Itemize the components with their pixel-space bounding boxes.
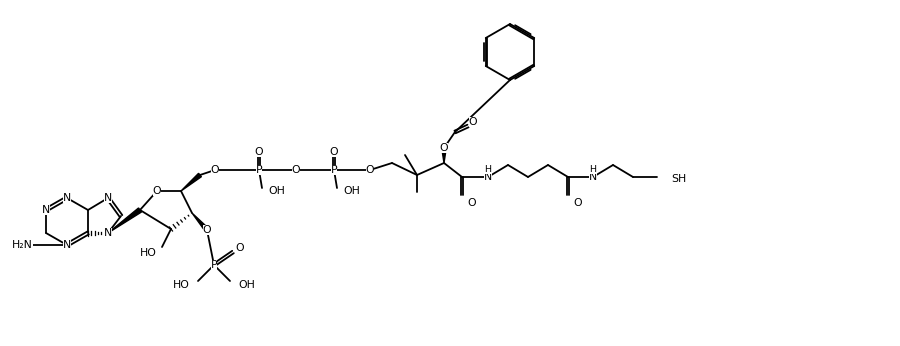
Text: N: N bbox=[104, 193, 112, 203]
Text: N: N bbox=[63, 193, 71, 203]
Text: O: O bbox=[153, 186, 161, 196]
Text: O: O bbox=[469, 117, 477, 127]
Text: N: N bbox=[589, 172, 597, 182]
Text: O: O bbox=[202, 225, 211, 235]
Text: HO: HO bbox=[173, 280, 190, 290]
Text: OH: OH bbox=[238, 280, 255, 290]
Polygon shape bbox=[108, 208, 141, 233]
Text: H: H bbox=[590, 164, 597, 173]
Text: H₂N: H₂N bbox=[12, 240, 32, 250]
Text: N: N bbox=[63, 240, 71, 250]
Text: N: N bbox=[104, 228, 112, 238]
Text: O: O bbox=[255, 147, 264, 157]
Text: SH: SH bbox=[671, 174, 686, 184]
Polygon shape bbox=[192, 213, 209, 231]
Text: P: P bbox=[330, 165, 338, 175]
Text: H: H bbox=[484, 164, 491, 173]
Text: O: O bbox=[292, 165, 301, 175]
Text: O: O bbox=[329, 147, 338, 157]
Text: N: N bbox=[42, 205, 50, 215]
Polygon shape bbox=[181, 173, 202, 191]
Text: O: O bbox=[440, 143, 448, 153]
Text: OH: OH bbox=[343, 186, 360, 196]
Polygon shape bbox=[442, 148, 446, 163]
Text: OH: OH bbox=[268, 186, 285, 196]
Text: N: N bbox=[484, 172, 492, 182]
Text: O: O bbox=[211, 165, 220, 175]
Text: O: O bbox=[573, 198, 581, 208]
Text: O: O bbox=[365, 165, 374, 175]
Text: O: O bbox=[236, 243, 244, 253]
Text: P: P bbox=[211, 260, 217, 270]
Text: HO: HO bbox=[140, 248, 157, 258]
Text: O: O bbox=[467, 198, 475, 208]
Text: P: P bbox=[256, 165, 262, 175]
